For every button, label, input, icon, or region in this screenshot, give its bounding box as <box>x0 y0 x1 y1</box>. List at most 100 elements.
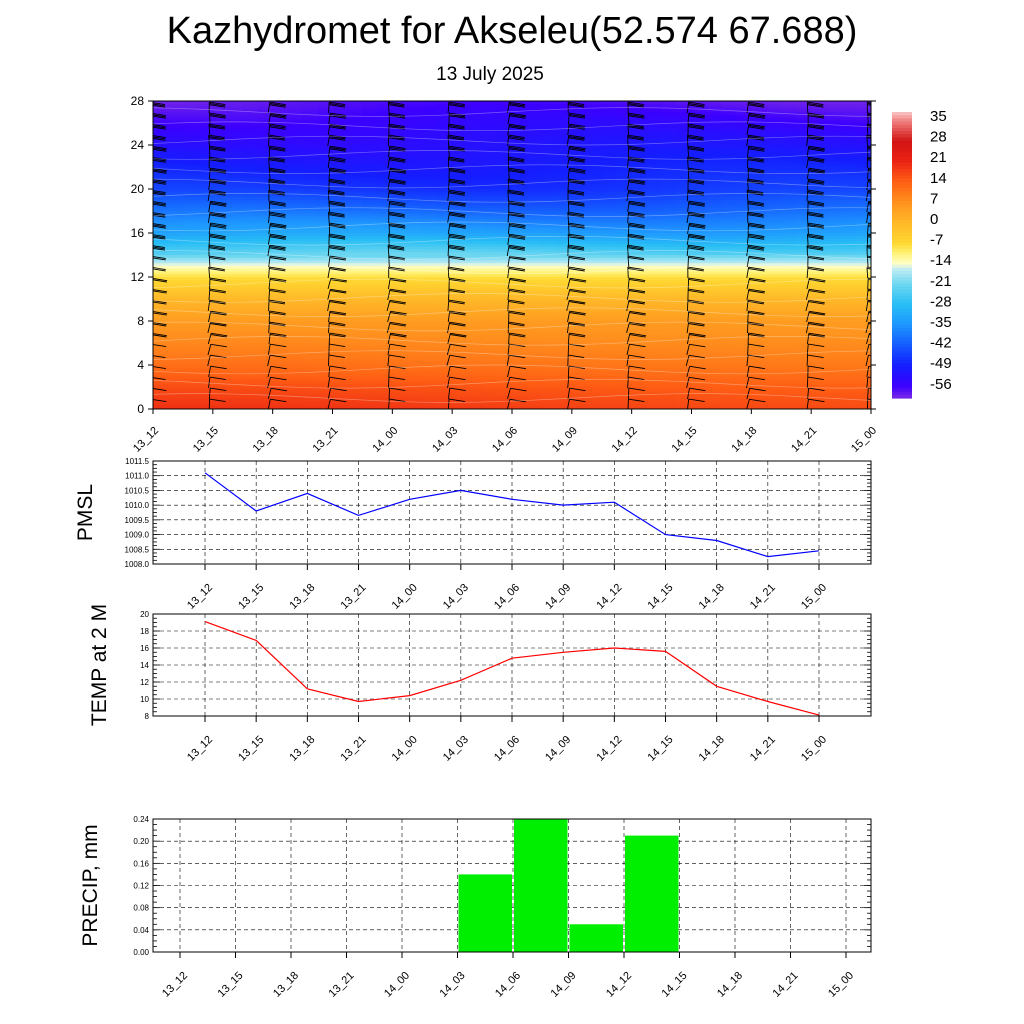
heatmap-cell <box>512 282 528 286</box>
heatmap-cell <box>571 378 588 383</box>
heatmap-cell <box>482 158 498 163</box>
heatmap-cell <box>153 348 169 352</box>
heatmap-cell <box>422 131 438 135</box>
heatmap-cell <box>781 120 797 124</box>
heatmap-cell <box>736 156 752 160</box>
heatmap-cell <box>661 131 678 135</box>
heatmap-cell <box>287 197 304 201</box>
heatmap-cell <box>317 274 334 278</box>
heatmap-cell <box>257 216 274 220</box>
heatmap-cell <box>826 296 842 300</box>
heatmap-cell <box>616 288 633 292</box>
heatmap-cell <box>437 288 453 292</box>
heatmap-cell <box>317 142 334 146</box>
heatmap-cell <box>616 290 633 295</box>
heatmap-cell <box>586 274 603 278</box>
heatmap-cell <box>332 205 349 209</box>
heatmap-cell <box>377 117 393 121</box>
heatmap-cell <box>646 301 663 306</box>
heatmap-cell <box>482 233 498 237</box>
heatmap-cell <box>676 307 693 311</box>
heatmap-cell <box>601 235 618 240</box>
heatmap-cell <box>512 378 528 383</box>
heatmap-cell <box>182 238 199 242</box>
heatmap-cell <box>706 175 723 179</box>
heatmap-cell <box>347 172 364 176</box>
heatmap-cell <box>661 145 678 149</box>
heatmap-cell <box>287 123 304 127</box>
heatmap-cell <box>242 378 259 383</box>
heatmap-cell <box>691 222 708 226</box>
heatmap-cell <box>437 257 453 262</box>
heatmap-cell <box>437 244 453 248</box>
heatmap-cell <box>467 282 483 286</box>
heatmap-cell <box>182 123 199 127</box>
heatmap-cell <box>362 343 378 347</box>
heatmap-cell <box>721 332 737 336</box>
heatmap-cell <box>227 246 244 251</box>
heatmap-cell <box>347 359 364 363</box>
heatmap-cell <box>452 356 468 361</box>
heatmap-cell <box>362 318 378 322</box>
heatmap-cell <box>646 326 663 330</box>
heatmap-cell <box>601 367 618 372</box>
heatmap-cell <box>392 238 408 242</box>
heatmap-cell <box>556 147 573 152</box>
heatmap-cell <box>167 200 184 204</box>
heatmap-cell <box>332 277 349 281</box>
heatmap-cell <box>407 321 423 325</box>
heatmap-cell <box>676 244 693 248</box>
heatmap-cell <box>631 241 648 245</box>
heatmap-cell <box>497 125 513 130</box>
heatmap-cell <box>317 131 334 135</box>
heatmap-cell <box>541 142 558 146</box>
heatmap-cell <box>212 219 229 223</box>
heatmap-cell <box>676 131 693 135</box>
heatmap-cell <box>242 252 259 256</box>
heatmap-cell <box>826 312 842 317</box>
heatmap-cell <box>153 384 169 388</box>
heatmap-cell <box>766 128 782 132</box>
heatmap-cell <box>153 244 169 248</box>
heatmap-cell <box>482 365 498 369</box>
heatmap-cell <box>347 351 364 355</box>
heatmap-cell <box>452 351 468 355</box>
heatmap-cell <box>601 337 618 341</box>
heatmap-cell <box>721 216 737 220</box>
heatmap-cell <box>826 164 842 168</box>
heatmap-cell <box>272 318 289 322</box>
heatmap-cell <box>661 123 678 127</box>
heatmap-cell <box>347 222 364 226</box>
heatmap-cell <box>257 244 274 248</box>
heatmap-cell <box>811 351 827 355</box>
heatmap-cell <box>676 230 693 234</box>
heatmap-cell <box>317 340 334 344</box>
heatmap-cell <box>362 351 378 355</box>
heatmap-cell <box>467 219 483 223</box>
heatmap-cell <box>482 128 498 132</box>
heatmap-cell <box>751 197 767 201</box>
heatmap-cell <box>512 123 528 127</box>
heatmap-cell <box>841 125 857 130</box>
heatmap-cell <box>631 307 648 311</box>
heatmap-cell <box>347 365 364 369</box>
heatmap-cell <box>721 301 737 306</box>
heatmap-cell <box>512 293 528 297</box>
heatmap-cell <box>556 230 573 234</box>
heatmap-cell <box>242 351 259 355</box>
heatmap-cell <box>182 197 199 201</box>
heatmap-cell <box>601 161 618 165</box>
heatmap-cell <box>437 318 453 322</box>
heatmap-cell <box>227 255 244 259</box>
heatmap-cell <box>407 332 423 336</box>
heatmap-cell <box>571 307 588 311</box>
heatmap-cell <box>407 194 423 198</box>
heatmap-cell <box>362 337 378 341</box>
heatmap-cell <box>212 285 229 289</box>
heatmap-cell <box>227 125 244 130</box>
heatmap-cell <box>467 172 483 176</box>
heatmap-cell <box>212 183 229 187</box>
heatmap-cell <box>182 299 199 303</box>
heatmap-cell <box>362 329 378 333</box>
heatmap-cell <box>377 277 393 281</box>
